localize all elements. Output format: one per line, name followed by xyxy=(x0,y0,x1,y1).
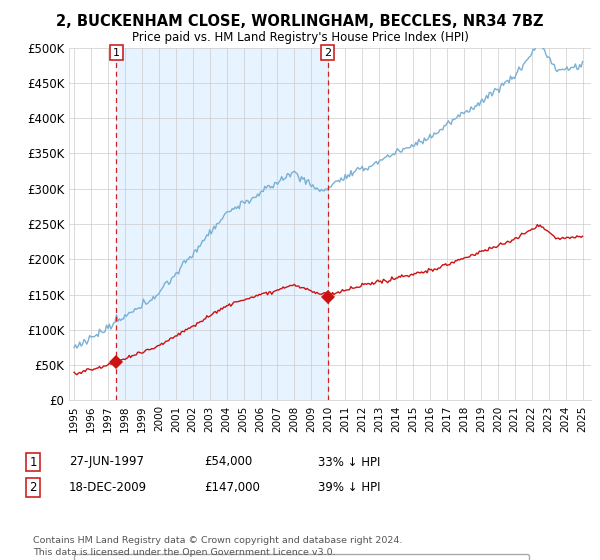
Text: 39% ↓ HPI: 39% ↓ HPI xyxy=(318,480,380,494)
Text: 1: 1 xyxy=(29,455,37,469)
Legend: 2, BUCKENHAM CLOSE, WORLINGHAM, BECCLES, NR34 7BZ (detached house), HPI: Average: 2, BUCKENHAM CLOSE, WORLINGHAM, BECCLES,… xyxy=(74,554,529,560)
Text: £147,000: £147,000 xyxy=(204,480,260,494)
Text: Contains HM Land Registry data © Crown copyright and database right 2024.
This d: Contains HM Land Registry data © Crown c… xyxy=(33,536,403,557)
Text: 2, BUCKENHAM CLOSE, WORLINGHAM, BECCLES, NR34 7BZ: 2, BUCKENHAM CLOSE, WORLINGHAM, BECCLES,… xyxy=(56,14,544,29)
Text: £54,000: £54,000 xyxy=(204,455,252,469)
Text: Price paid vs. HM Land Registry's House Price Index (HPI): Price paid vs. HM Land Registry's House … xyxy=(131,31,469,44)
Text: 2: 2 xyxy=(29,480,37,494)
Text: 1: 1 xyxy=(113,48,120,58)
Bar xyxy=(116,48,328,400)
Text: 18-DEC-2009: 18-DEC-2009 xyxy=(69,480,147,494)
Text: 27-JUN-1997: 27-JUN-1997 xyxy=(69,455,144,469)
Text: 33% ↓ HPI: 33% ↓ HPI xyxy=(318,455,380,469)
Text: 2: 2 xyxy=(324,48,331,58)
